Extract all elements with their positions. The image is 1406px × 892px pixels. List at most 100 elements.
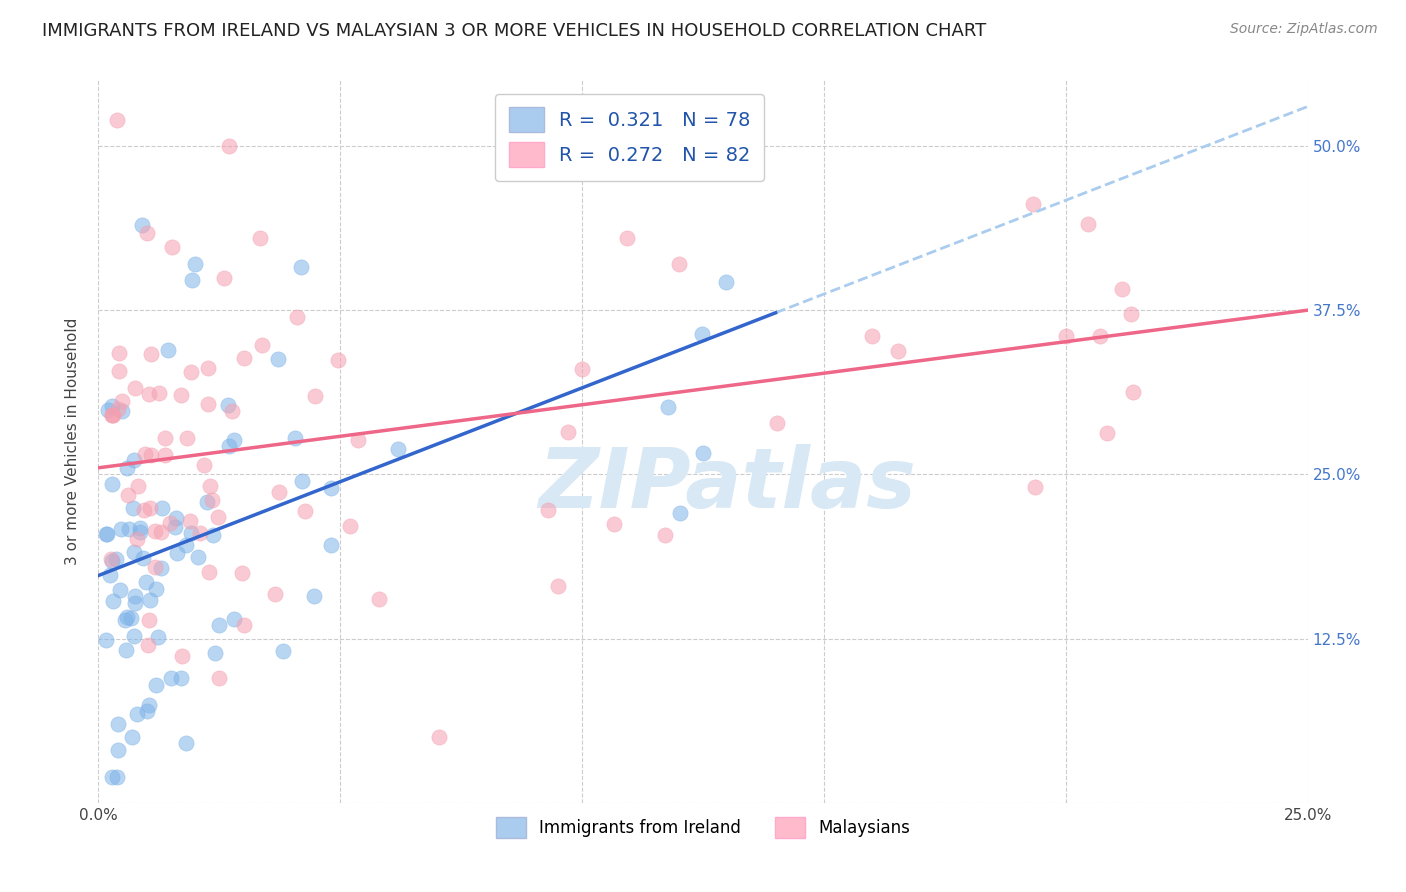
Point <box>139 500 162 515</box>
Point <box>207 509 229 524</box>
Point <box>290 260 312 274</box>
Point <box>101 594 124 608</box>
Text: Source: ZipAtlas.com: Source: ZipAtlas.com <box>1230 22 1378 37</box>
Point <box>537 503 560 517</box>
Point <box>159 516 181 530</box>
Point <box>131 218 153 232</box>
Point <box>1024 480 1046 494</box>
Point <box>160 240 183 254</box>
Point <box>657 401 679 415</box>
Point <box>222 433 245 447</box>
Point <box>125 532 148 546</box>
Point <box>285 310 308 324</box>
Point <box>290 474 312 488</box>
Point <box>139 592 162 607</box>
Point <box>231 566 253 581</box>
Point <box>105 552 128 566</box>
Point <box>145 677 167 691</box>
Point <box>96 633 118 648</box>
Point <box>169 387 191 401</box>
Point <box>169 671 191 685</box>
Point <box>125 707 148 722</box>
Point <box>616 231 638 245</box>
Point <box>188 525 211 540</box>
Point <box>156 343 179 358</box>
Point <box>101 554 124 568</box>
Point <box>198 565 221 579</box>
Point <box>135 704 157 718</box>
Point <box>1077 217 1099 231</box>
Point <box>101 409 124 423</box>
Point <box>668 257 690 271</box>
Point <box>107 346 129 360</box>
Point <box>107 743 129 757</box>
Point <box>138 613 160 627</box>
Point <box>100 551 122 566</box>
Point <box>155 448 177 462</box>
Point <box>208 618 231 632</box>
Point <box>153 431 176 445</box>
Point <box>135 574 157 589</box>
Point <box>149 561 172 575</box>
Point <box>603 516 626 531</box>
Point <box>302 589 325 603</box>
Point <box>1095 425 1118 440</box>
Point <box>284 431 307 445</box>
Point <box>429 730 451 744</box>
Point <box>198 479 221 493</box>
Point <box>232 618 254 632</box>
Point <box>1119 307 1142 321</box>
Point <box>110 583 132 598</box>
Point <box>1111 282 1133 296</box>
Point <box>111 404 134 418</box>
Point <box>166 546 188 560</box>
Text: ZIPatlas: ZIPatlas <box>538 444 917 525</box>
Point <box>165 511 187 525</box>
Point <box>132 502 155 516</box>
Point <box>101 408 124 422</box>
Point <box>347 433 370 447</box>
Point <box>176 431 198 445</box>
Point <box>128 521 150 535</box>
Point <box>197 397 219 411</box>
Point <box>195 494 218 508</box>
Point <box>118 522 141 536</box>
Point <box>111 393 134 408</box>
Point <box>160 671 183 685</box>
Point <box>174 736 197 750</box>
Point <box>150 524 173 539</box>
Point <box>267 485 290 500</box>
Point <box>122 628 145 642</box>
Point <box>765 416 787 430</box>
Point <box>117 488 139 502</box>
Point <box>654 528 676 542</box>
Point <box>547 579 569 593</box>
Point <box>96 527 118 541</box>
Point <box>136 638 159 652</box>
Point <box>204 646 226 660</box>
Point <box>124 589 146 603</box>
Point <box>218 439 240 453</box>
Legend: Immigrants from Ireland, Malaysians: Immigrants from Ireland, Malaysians <box>489 810 917 845</box>
Point <box>122 453 145 467</box>
Point <box>124 595 146 609</box>
Y-axis label: 3 or more Vehicles in Household: 3 or more Vehicles in Household <box>65 318 80 566</box>
Point <box>294 503 316 517</box>
Point <box>690 326 713 341</box>
Point <box>271 644 294 658</box>
Point <box>197 361 219 376</box>
Point <box>101 476 124 491</box>
Point <box>150 501 173 516</box>
Point <box>132 550 155 565</box>
Point <box>222 611 245 625</box>
Point <box>180 526 202 541</box>
Point <box>174 537 197 551</box>
Point <box>122 501 145 516</box>
Point <box>368 592 391 607</box>
Point <box>122 544 145 558</box>
Point <box>184 257 207 271</box>
Point <box>1022 197 1045 211</box>
Point <box>105 770 128 784</box>
Point <box>1122 384 1144 399</box>
Point <box>146 630 169 644</box>
